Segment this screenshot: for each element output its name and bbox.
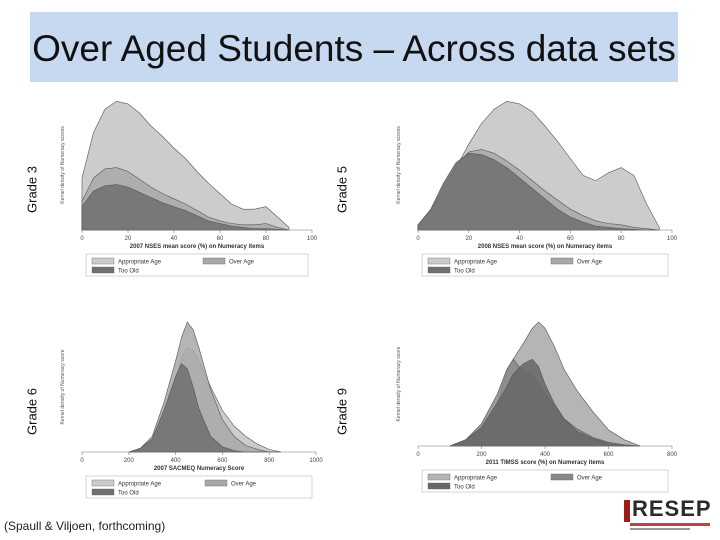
legend-swatch [427,266,451,274]
x-tick-label: 400 [171,458,182,464]
x-tick-label: 200 [476,452,487,458]
legend-label: Over Age [577,260,603,266]
x-tick-label: 80 [263,236,270,242]
logo-underline-2-icon [630,528,690,530]
legend-label: Too Old [118,491,139,497]
legend-label: Too Old [454,485,475,491]
chart-grade-6: Kernel density of Numeracy score 0 200 400 6… [52,312,324,510]
legend-label: Appropriate Age [118,482,162,488]
legend-label: Appropriate Age [454,476,498,482]
legend-label: Appropriate Age [118,260,162,266]
x-tick-label: 1000 [309,458,323,464]
x-tick-label: 60 [567,236,574,242]
legend-swatch [550,473,574,481]
grade-label-1: Grade 3 [24,166,40,213]
x-tick-label: 0 [416,452,420,458]
x-axis-label: 2007 NSES mean score (%) on Numeracy ite… [130,244,265,250]
x-tick-label: 20 [465,236,472,242]
title-band [30,12,678,82]
x-tick-label: 0 [80,236,84,242]
chart-grade-5: Kernel density of Numeracy scores 0 20 40 60… [388,90,680,288]
logo-bar-icon [624,500,630,522]
legend-swatch [427,482,451,490]
x-tick-label: 0 [80,458,84,464]
logo-underline-icon [630,523,710,526]
x-tick-label: 200 [124,458,135,464]
legend-box [421,253,669,277]
legend-label: Too Old [118,269,139,275]
legend-swatch [91,479,115,487]
y-axis-label: Kernel density of Numeracy scores [396,126,402,204]
series-area-too-old [449,358,641,447]
x-tick-label: 800 [667,452,678,458]
grade-label-2: Grade 5 [334,166,350,213]
x-tick-label: 800 [264,458,275,464]
legend-swatch [427,473,451,481]
legend-box [85,253,309,277]
legend-box [421,469,669,493]
legend-swatch [202,257,226,265]
legend-label: Over Age [577,476,603,482]
y-axis-label: Kernel density of Numeracy score [396,346,402,421]
grade-label-3: Grade 6 [24,388,40,435]
legend-label: Over Age [231,482,257,488]
chart-grade-9: Kernel density of Numeracy score 0 200 400 6… [388,312,680,504]
legend-swatch [204,479,228,487]
chart-grade-3: Kernel density of Numeracy scores 0 20 40 60… [52,90,320,288]
series-area-too-old [81,184,290,231]
x-axis-label: 2008 NSES mean score (%) on Numeracy ite… [478,244,613,250]
resep-logo: RESEP [624,496,716,536]
x-tick-label: 100 [667,236,678,242]
x-tick-label: 40 [171,236,178,242]
grade-label-4: Grade 9 [334,388,350,435]
y-axis-label: Kernel density of Numeracy score [60,349,66,424]
x-axis-label: 2011 TIMSS score (%) on Numeracy items [486,460,605,466]
x-tick-label: 600 [603,452,614,458]
x-tick-label: 80 [618,236,625,242]
series-area-too-old [417,152,660,231]
legend-swatch [91,266,115,274]
x-axis-label: 2007 SACMEQ Numeracy Score [154,466,245,472]
x-tick-label: 60 [217,236,224,242]
legend-swatch [550,257,574,265]
x-tick-label: 20 [125,236,132,242]
legend-swatch [91,488,115,496]
x-tick-label: 400 [540,452,551,458]
legend-label: Over Age [229,260,255,266]
page-title: Over Aged Students – Across data sets [32,28,676,69]
legend-swatch [91,257,115,265]
legend-label: Appropriate Age [454,260,498,266]
citation: (Spaull & Viljoen, forthcoming) [4,519,166,533]
x-tick-label: 0 [416,236,420,242]
legend-label: Too Old [454,269,475,275]
logo-text: RESEP [632,496,712,521]
legend-box [85,475,313,499]
x-tick-label: 600 [217,458,228,464]
y-axis-label: Kernel density of Numeracy scores [60,126,66,204]
x-tick-label: 40 [516,236,523,242]
x-tick-label: 100 [307,236,318,242]
legend-swatch [427,257,451,265]
